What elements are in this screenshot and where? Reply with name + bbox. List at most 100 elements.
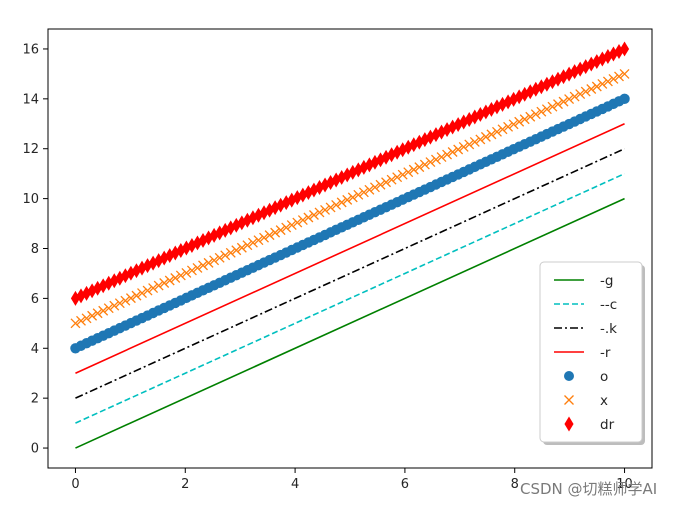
data-point <box>425 157 436 168</box>
data-point <box>475 134 486 145</box>
data-point <box>581 59 591 75</box>
data-point <box>397 169 408 180</box>
data-point <box>591 81 602 92</box>
data-point <box>148 283 159 294</box>
data-point <box>525 111 536 122</box>
data-point <box>503 121 514 132</box>
series-g <box>75 197 625 449</box>
data-point <box>120 295 131 306</box>
data-point <box>236 242 247 253</box>
data-point <box>342 167 352 183</box>
data-point <box>170 273 181 283</box>
data-point <box>148 255 158 271</box>
data-point <box>342 194 353 205</box>
data-point <box>209 255 220 266</box>
data-point <box>569 91 580 102</box>
data-point <box>192 262 203 273</box>
data-point <box>353 162 363 178</box>
data-point <box>220 250 231 261</box>
series-x <box>70 68 630 329</box>
data-point <box>486 101 496 117</box>
data-point <box>503 94 513 110</box>
data-point <box>419 159 430 170</box>
data-point <box>247 237 258 248</box>
data-point <box>270 200 280 216</box>
x-tick-label: 10 <box>616 477 633 492</box>
data-point <box>204 230 214 246</box>
data-point <box>81 313 92 324</box>
data-point <box>375 179 386 190</box>
data-point <box>542 76 552 92</box>
data-point <box>92 308 103 319</box>
y-tick-label: 14 <box>22 92 39 107</box>
y-tick-label: 4 <box>31 342 39 357</box>
data-point <box>331 172 341 188</box>
data-point <box>431 154 441 165</box>
data-point <box>103 303 114 314</box>
data-point <box>281 222 292 233</box>
data-point <box>308 210 319 220</box>
data-point <box>270 227 281 238</box>
data-point <box>492 99 502 115</box>
x-tick-label: 8 <box>511 477 519 492</box>
data-point <box>464 139 475 150</box>
data-point <box>353 189 364 200</box>
data-point <box>209 227 219 243</box>
data-point <box>392 144 402 160</box>
data-point <box>347 192 358 203</box>
data-point <box>115 270 125 286</box>
data-point <box>541 104 552 115</box>
series-r <box>75 123 625 374</box>
y-tick-label: 12 <box>22 142 39 157</box>
data-point <box>536 106 547 117</box>
legend-label: o <box>600 369 608 385</box>
data-point <box>159 278 170 288</box>
data-point <box>98 305 109 316</box>
data-point <box>170 245 180 261</box>
data-point <box>364 184 375 195</box>
data-point <box>586 84 597 94</box>
data-point <box>154 253 164 269</box>
series-dr <box>70 41 630 306</box>
data-point <box>597 79 608 89</box>
data-point <box>181 267 192 278</box>
data-point <box>264 230 275 241</box>
watermark-text: CSDN @切糕师学AI <box>520 480 658 498</box>
data-point <box>297 215 308 225</box>
x-tick-label: 4 <box>291 477 299 492</box>
data-point <box>436 124 447 140</box>
data-point <box>536 79 546 95</box>
data-point <box>408 164 419 175</box>
data-point <box>186 265 197 276</box>
legend-handle <box>564 395 574 405</box>
data-point <box>447 147 458 157</box>
data-point <box>192 235 203 251</box>
axes: 0 2 4 6 8 10 0 2 4 6 8 10 12 14 16 <box>22 28 653 492</box>
data-point <box>381 177 392 188</box>
data-point <box>364 157 374 173</box>
data-point <box>608 73 619 84</box>
data-point <box>403 139 413 155</box>
data-point <box>325 202 336 213</box>
series-o <box>70 93 630 354</box>
data-point <box>580 86 591 97</box>
data-point <box>486 129 497 140</box>
data-point <box>292 190 302 206</box>
data-point <box>575 89 586 100</box>
data-point <box>464 112 474 127</box>
data-point <box>231 245 242 256</box>
y-tick-label: 0 <box>31 442 39 457</box>
data-point <box>281 195 291 211</box>
series-line-c <box>75 172 625 424</box>
data-point <box>120 268 130 284</box>
data-point <box>220 222 230 238</box>
data-point <box>619 41 630 57</box>
legend-handle <box>564 371 574 381</box>
data-point <box>242 212 252 228</box>
data-point <box>453 117 463 133</box>
data-point <box>553 71 563 87</box>
data-point <box>497 124 508 135</box>
data-point <box>614 71 624 82</box>
data-point <box>375 152 386 168</box>
legend-label: -r <box>600 345 611 361</box>
